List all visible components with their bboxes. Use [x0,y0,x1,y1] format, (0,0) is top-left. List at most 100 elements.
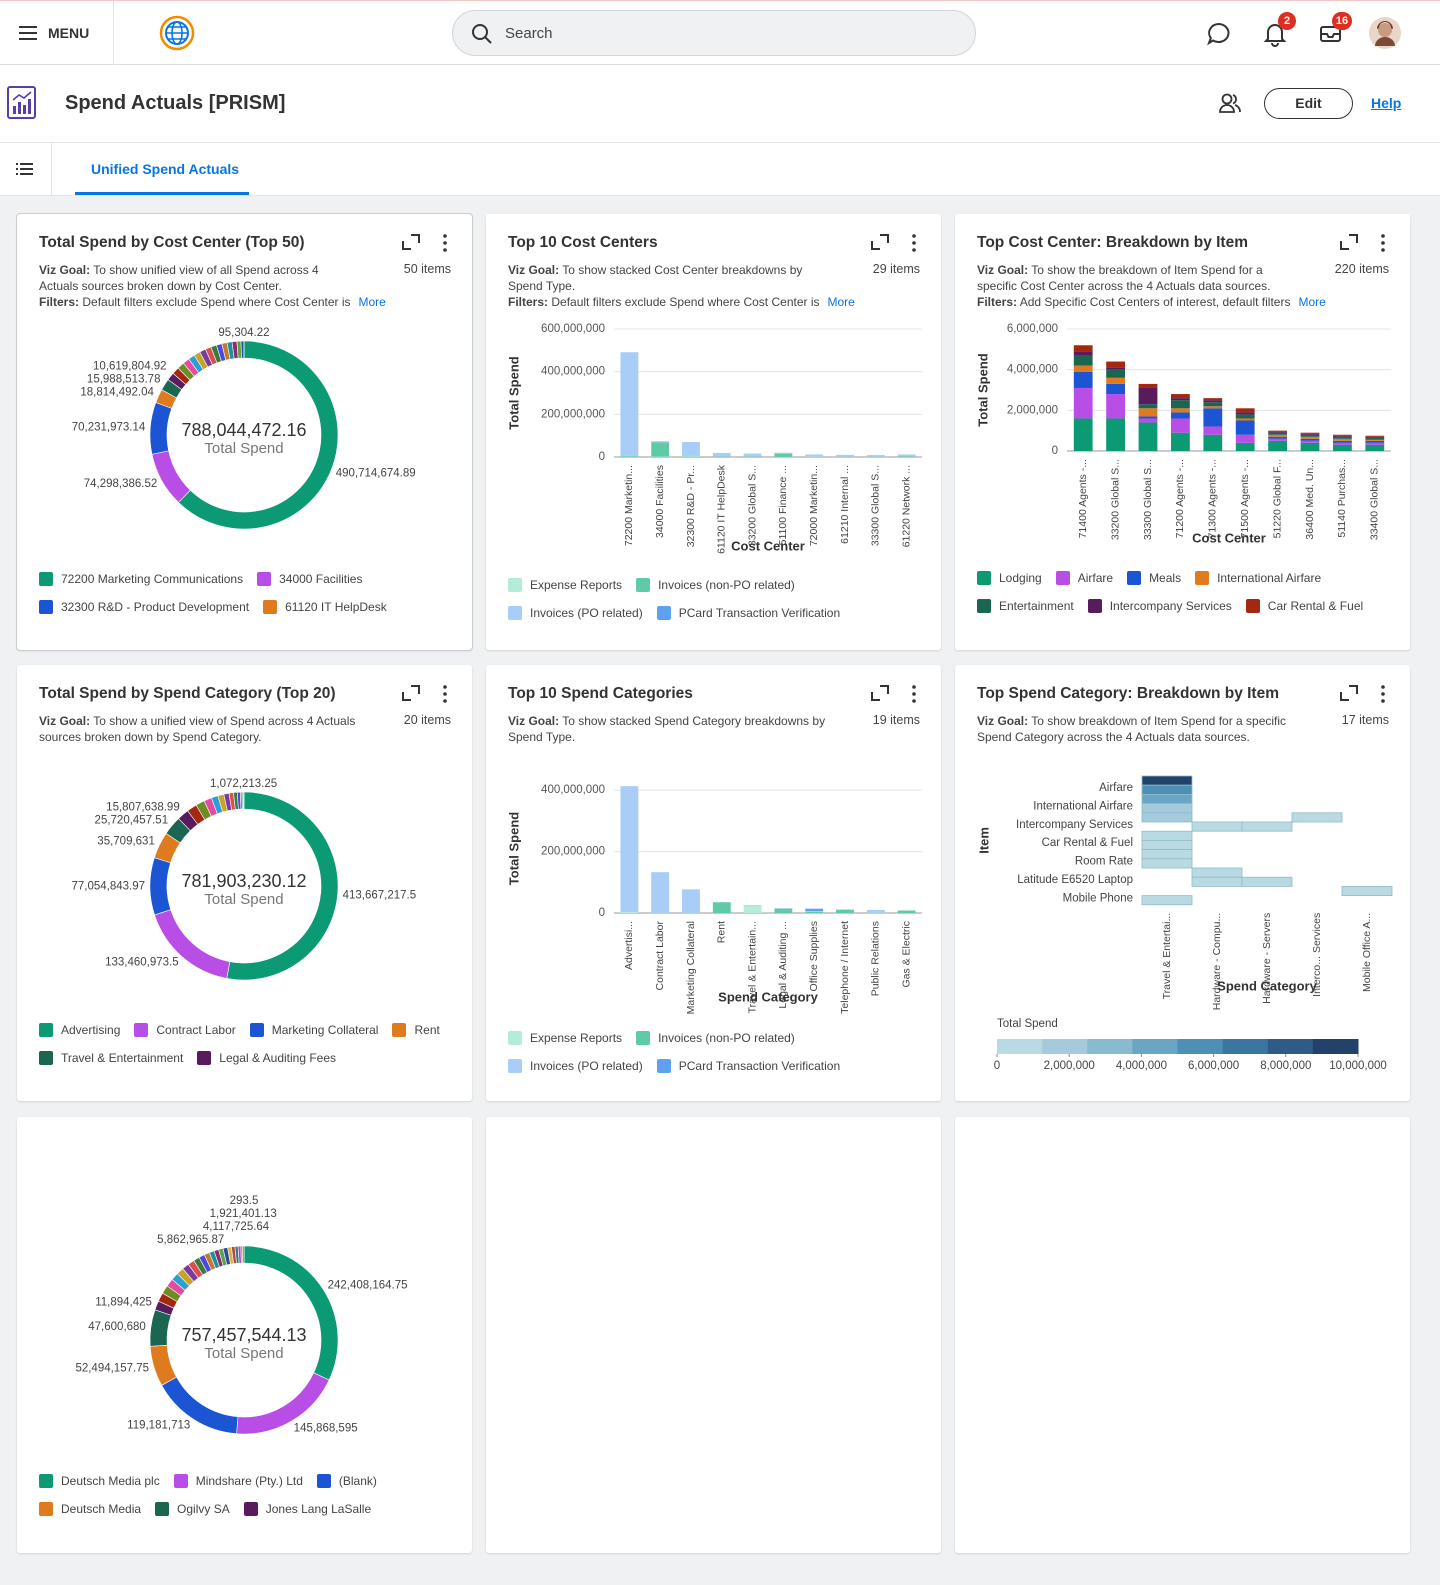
legend-item[interactable]: Jones Lang LaSalle [243,1500,371,1518]
legend-label: Mindshare (Pty.) Ltd [195,1474,303,1488]
viz-goal-label: Viz Goal: [39,263,91,277]
menu-kebab[interactable] [912,234,916,252]
legend-label: PCard Transaction Verification [678,1059,841,1073]
expand-icon[interactable] [1340,234,1358,250]
legend-item[interactable]: Contract Labor [134,1021,236,1039]
legend-swatch [243,1502,258,1516]
expand-glyph [871,685,889,701]
menu-kebab[interactable] [443,685,447,703]
slice-label: 1,921,401.13 [210,1208,277,1220]
menu-icon[interactable] [18,24,38,42]
chart-area: Airfare International Airfare Intercompany… [976,775,1393,1072]
legend-swatch [39,572,53,586]
list-icon[interactable] [16,162,34,176]
legend-item[interactable]: 61120 IT HelpDesk [263,598,387,616]
chat-icon[interactable] [1206,21,1232,47]
viz-goal: Viz Goal: To show breakdown of Item Spen… [977,713,1295,745]
menu-button[interactable]: MENU [48,25,90,41]
menu-kebab[interactable] [912,685,916,703]
y-tick-label: 400,000,000 [541,366,605,378]
legend-item[interactable]: PCard Transaction Verification [656,604,840,622]
bar-segment [1106,369,1125,378]
search-box[interactable]: Search [452,10,976,56]
legend-item[interactable]: Marketing Collateral [249,1021,378,1039]
legend: Advertising Contract Labor Marketing Colla… [39,1021,459,1067]
viz-goal: Viz Goal: To show a unified view of Spen… [39,713,357,745]
panel-description: Viz Goal: To show breakdown of Item Spen… [977,713,1295,745]
colorbar-tick-label: 4,000,000 [1116,1060,1167,1072]
bar-segment [1365,442,1385,445]
legend-item[interactable]: Deutsch Media plc [39,1472,160,1490]
legend-item[interactable]: Car Rental & Fuel [1245,597,1363,615]
legend-item[interactable]: Deutsch Media [39,1500,141,1518]
viz-goal-label: Viz Goal: [39,714,91,728]
menu-kebab[interactable] [443,234,447,252]
expand-icon[interactable] [871,234,889,250]
chart-panel: 490,714,674.89 74,298,386.52 70,231,973.14… [16,213,473,651]
x-tick-label: 33300 Global S... [1142,459,1154,540]
slice-label: 15,807,638.99 [106,802,180,814]
legend-item[interactable]: Advertising [39,1021,120,1039]
expand-icon[interactable] [402,234,420,250]
bell-icon[interactable] [1263,21,1287,47]
expand-icon[interactable] [871,685,889,701]
expand-icon[interactable] [1340,685,1358,701]
legend-item[interactable]: Rent [392,1021,440,1039]
expand-icon[interactable] [402,685,420,701]
bar-segment [1171,408,1190,413]
legend-item[interactable]: Invoices (PO related) [508,604,643,622]
colorbar-title: Total Spend [997,1018,1058,1030]
legend-item[interactable]: International Airfare [1195,569,1321,587]
edit-button[interactable]: Edit [1264,88,1353,119]
y-axis-title: Total Spend [975,353,990,426]
legend-item[interactable]: Ogilvy SA [155,1500,230,1518]
logo[interactable] [158,14,196,52]
legend-item[interactable]: Expense Reports [508,1029,622,1047]
legend-item[interactable]: 34000 Facilities [257,570,362,588]
legend-item[interactable]: Legal & Auditing Fees [197,1049,336,1067]
more-link[interactable]: More [358,295,386,309]
search-icon [472,24,492,44]
legend-item[interactable]: Meals [1127,569,1181,587]
total-caption: Total Spend [204,891,283,908]
x-axis-title: Spend Category [1217,978,1317,993]
legend: Expense Reports Invoices (non-PO related)… [508,1029,928,1075]
bar-segment [836,909,854,910]
legend-item[interactable]: (Blank) [316,1472,377,1490]
legend-item[interactable]: Expense Reports [508,576,622,594]
more-link[interactable]: More [827,295,855,309]
legend-item[interactable]: 32300 R&D - Product Development [39,598,249,616]
legend-item[interactable]: 72200 Marketing Communications [39,570,243,588]
legend-item[interactable]: Invoices (PO related) [508,1057,643,1075]
legend: Deutsch Media plc Mindshare (Pty.) Ltd (Bl… [39,1472,459,1518]
bar-segment [651,441,670,443]
x-tick-label: 51100 Finance ... [777,465,789,545]
filters-label: Filters: [508,295,549,309]
bar-segment [866,455,885,457]
bar-segment [1365,437,1385,440]
more-link[interactable]: More [1298,295,1326,309]
help-link[interactable]: Help [1371,95,1402,111]
colorbar-step [1132,1039,1178,1054]
legend-item[interactable]: Invoices (non-PO related) [636,576,795,594]
slice-label: 133,460,973.5 [105,957,179,969]
legend-item[interactable]: Mindshare (Pty.) Ltd [173,1472,303,1490]
bar-segment [1235,434,1255,443]
bar-segment [1203,406,1223,409]
tab[interactable]: Unified Spend Actuals [91,161,240,177]
share-icon[interactable] [1218,92,1242,114]
bar-segment [1106,367,1125,370]
legend-item[interactable]: PCard Transaction Verification [656,1057,841,1075]
legend-item[interactable]: Airfare [1055,569,1113,587]
legend-item[interactable]: Travel & Entertainment [39,1049,183,1067]
legend-item[interactable]: Lodging [977,569,1042,587]
legend-item[interactable]: Invoices (non-PO related) [636,1029,795,1047]
menu-kebab[interactable] [1381,685,1385,703]
avatar[interactable] [1369,17,1401,49]
colorbar-step [1087,1039,1133,1054]
legend-item[interactable]: Entertainment [977,597,1074,615]
inbox-icon[interactable] [1318,22,1344,46]
legend-item[interactable]: Intercompany Services [1087,597,1232,615]
menu-kebab[interactable] [1381,234,1385,252]
